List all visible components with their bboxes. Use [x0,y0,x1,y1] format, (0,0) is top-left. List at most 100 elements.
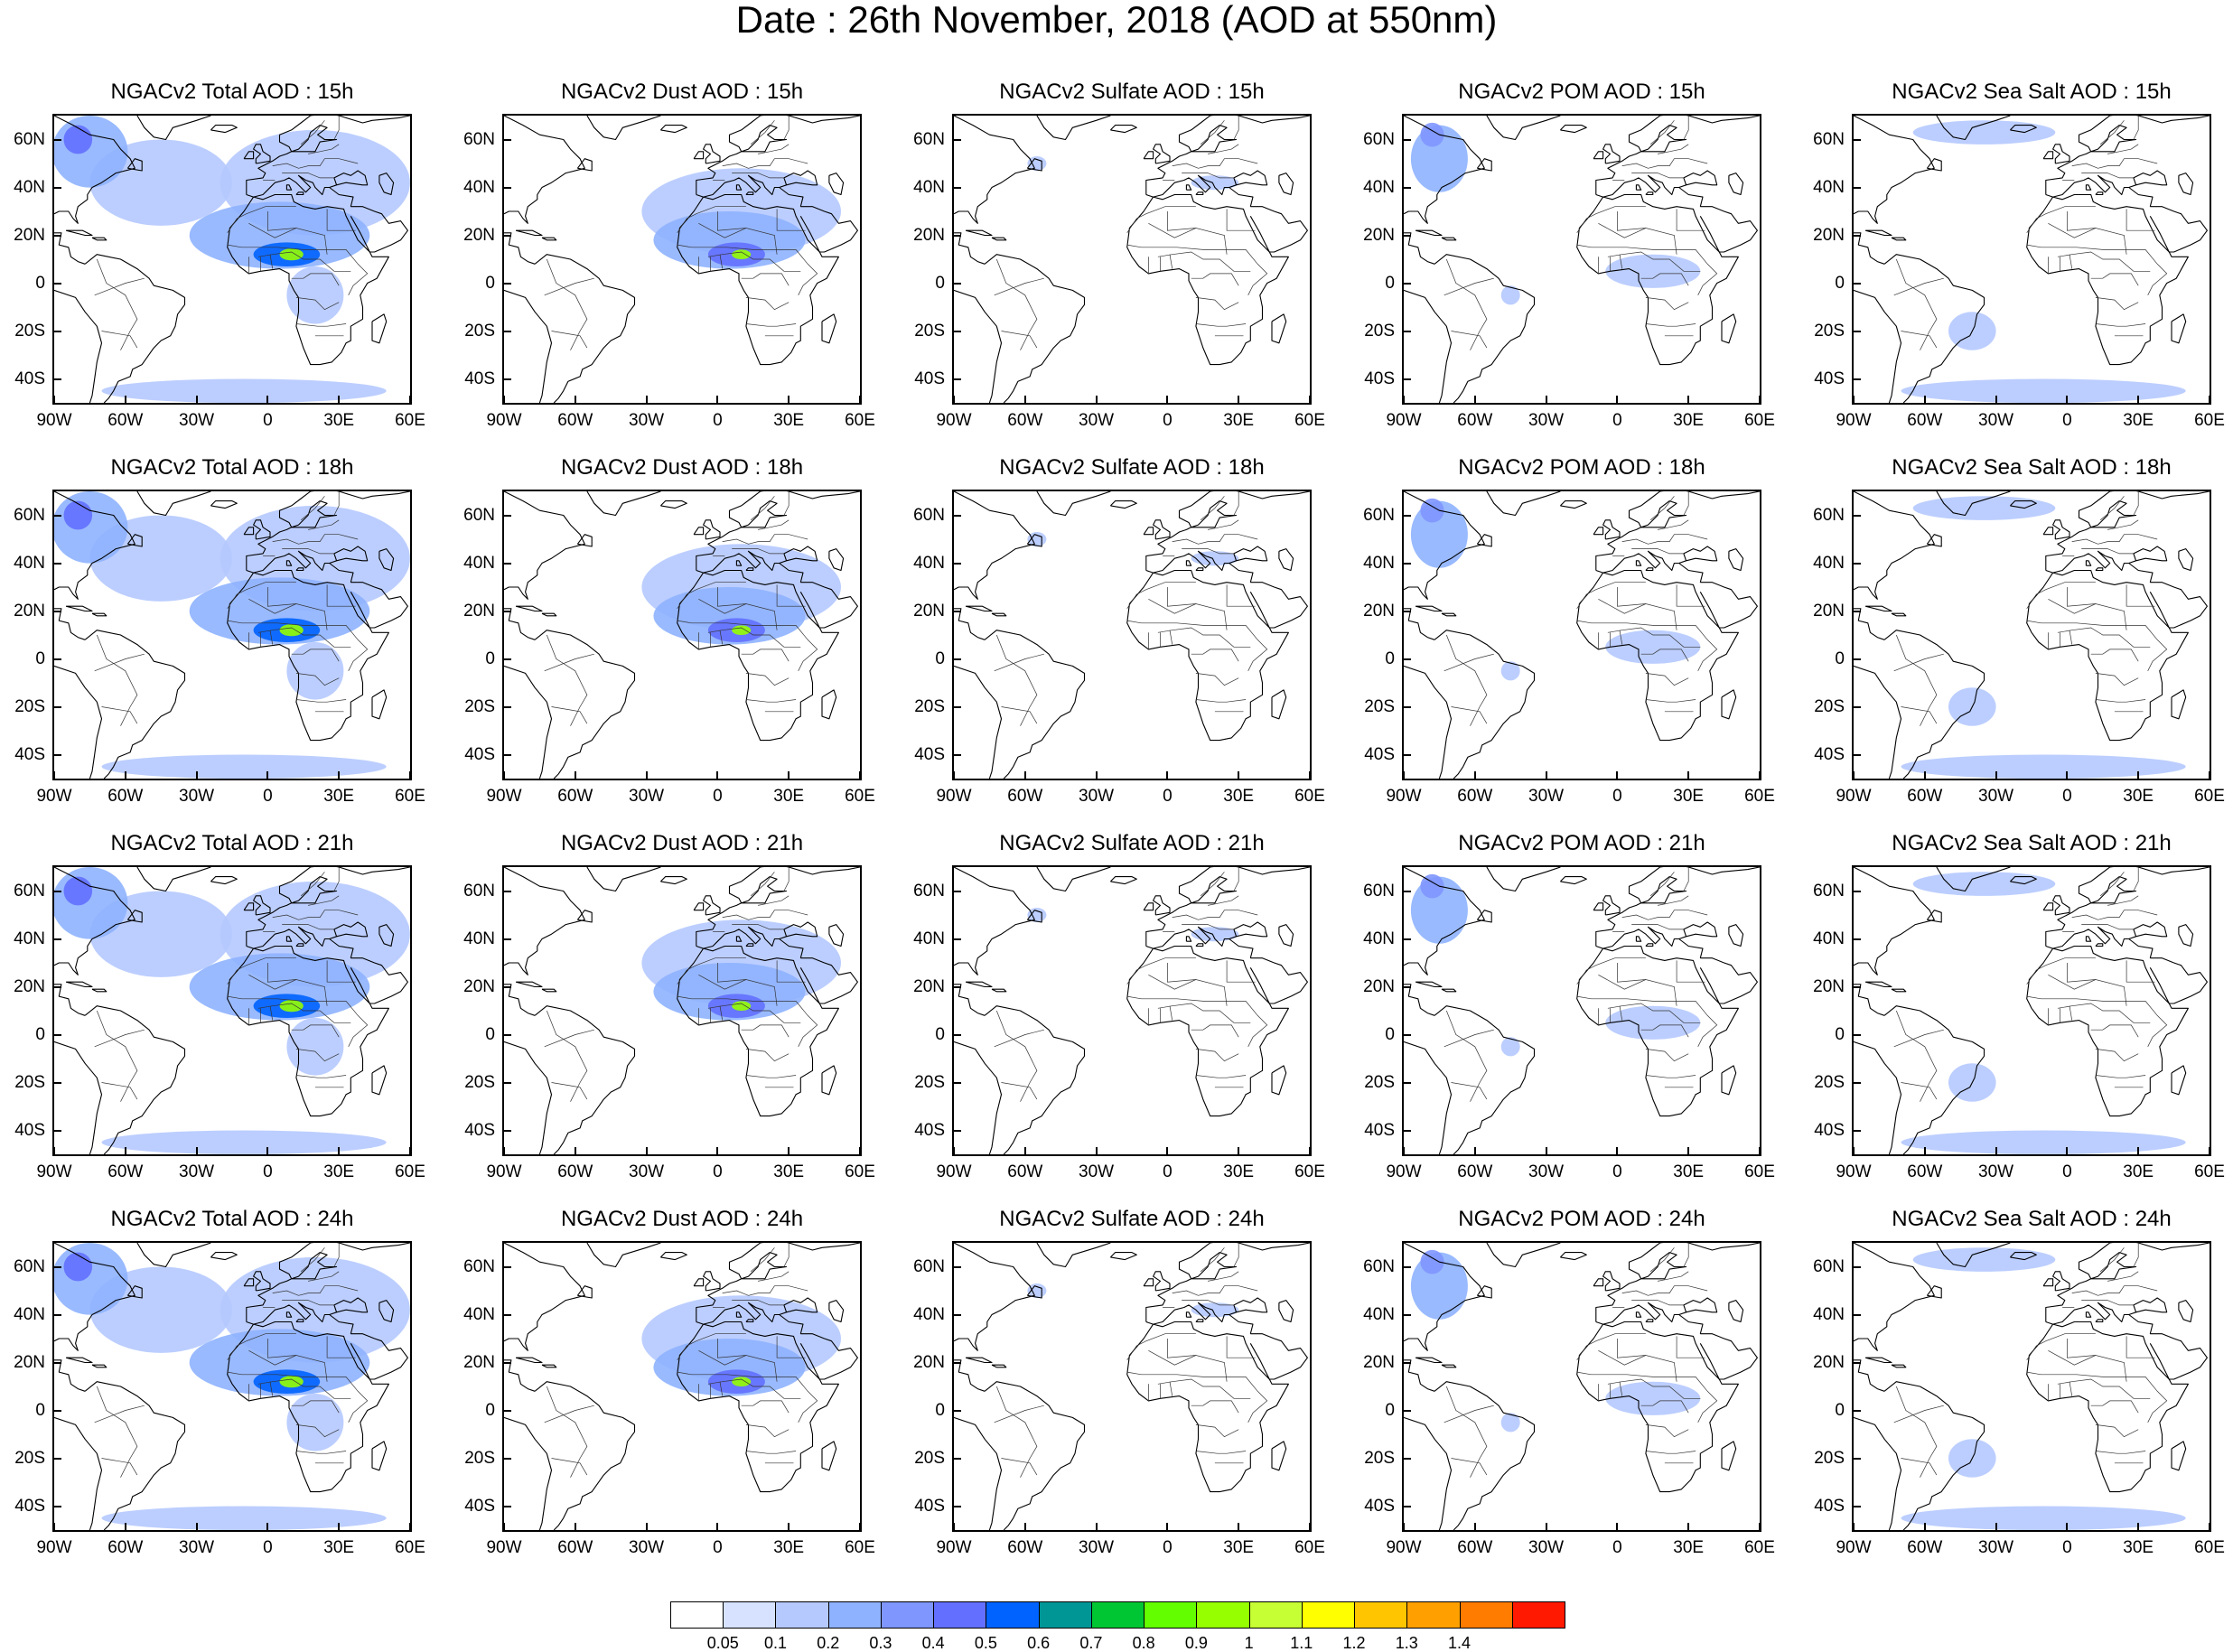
lon-tick-label: 30E [773,1538,805,1557]
coastline [65,1357,93,1364]
coastline [1229,187,1254,207]
coastline [541,1364,557,1368]
coastline [2149,957,2208,1004]
coastline [136,116,211,141]
lon-tick-label: 0 [713,1538,723,1557]
coastline [210,125,238,134]
country-border [326,960,356,983]
lon-tick-label: 0 [1612,1162,1622,1181]
lon-tick [1473,771,1476,779]
coastline [2045,921,2168,949]
country-border [783,491,789,516]
coastline [285,184,293,191]
lat-tick [54,753,61,756]
country-border [1676,960,1705,983]
lat-tick-label: 20S [464,321,495,341]
coastline [693,902,705,911]
country-border [551,706,588,724]
coastline [660,500,687,509]
lon-tick-label: 60E [2194,1162,2225,1181]
country-border [1683,116,1689,140]
lon-tick-label: 30E [1223,411,1255,430]
country-border [1621,158,1708,169]
coastline [2095,943,2104,947]
country-border [333,491,340,516]
aod-region [279,1376,304,1388]
map-frame [502,490,862,780]
lat-tick-label: 0 [1385,273,1395,293]
country-border [1619,1381,1623,1396]
coastline [1415,981,1443,988]
lon-tick [1545,1523,1547,1530]
lon-tick [503,1523,505,1530]
aod-region [63,876,93,906]
country-border [300,496,325,521]
coastline [65,605,93,612]
country-border [1167,963,1196,983]
country-border [2126,209,2155,231]
lon-tick [1309,396,1311,403]
country-border [2126,960,2155,983]
lat-tick-label: 0 [35,273,45,293]
coastline [828,924,845,947]
coastline [1635,936,1642,942]
country-border [257,251,351,272]
aod-map [504,491,860,779]
country-border [1233,1243,1239,1267]
coastline [1143,902,1154,911]
coastline [2045,1297,2168,1325]
coastline [2026,945,2189,1117]
lat-tick-label: 40N [1813,553,1845,573]
colorbar-swatch [1354,1601,1408,1629]
coastline [243,902,255,911]
map-panel-sulfate-24h: NGACv2 Sulfate AOD : 24h 60N 40N 20N 0 20S 40S… [900,1207,1351,1586]
lat-tick-label: 60N [14,129,45,149]
country-border [1172,910,1258,920]
coastline [1404,867,1485,975]
lat-tick-label: 20N [14,976,45,996]
country-border [1195,1075,1247,1078]
coastline [91,612,107,617]
coastline [735,1311,743,1318]
country-border [2090,1024,2139,1038]
coastline [1229,938,1254,958]
aod-region [1912,1247,2056,1272]
coastline [1191,876,1238,904]
lat-tick [954,1457,961,1460]
coastline [210,876,238,885]
country-border [1195,1424,1239,1438]
coastline [1145,867,1310,947]
country-border [1195,323,1247,327]
country-border [745,1049,789,1062]
coastline [515,229,543,237]
lat-tick-label: 20S [914,321,945,341]
lat-tick [1854,562,1861,565]
coastline [1415,229,1443,237]
lat-tick-label: 20S [1364,696,1395,716]
lat-tick [954,378,961,380]
country-border [1226,960,1256,983]
lat-tick-label: 40N [14,929,45,948]
lon-tick [716,396,719,403]
lon-tick-label: 90W [936,787,972,806]
lon-tick [859,396,861,403]
coastline [954,1416,1003,1530]
country-border [1445,634,1488,726]
coastline [799,206,858,253]
coastline [2085,184,2092,191]
lat-tick [954,890,961,892]
coastline [693,527,705,536]
lat-tick [504,234,511,237]
country-border [2026,620,2146,626]
coastline [2095,1319,2104,1323]
country-border [1191,1024,1239,1038]
country-border [745,673,789,686]
coastline [54,116,135,224]
country-border [2069,1381,2073,1396]
lon-tick [53,396,55,403]
lat-tick [504,753,511,756]
coastline [2010,500,2037,509]
lat-tick [1854,1081,1861,1084]
coastline [246,546,369,574]
coastline [741,1252,788,1280]
